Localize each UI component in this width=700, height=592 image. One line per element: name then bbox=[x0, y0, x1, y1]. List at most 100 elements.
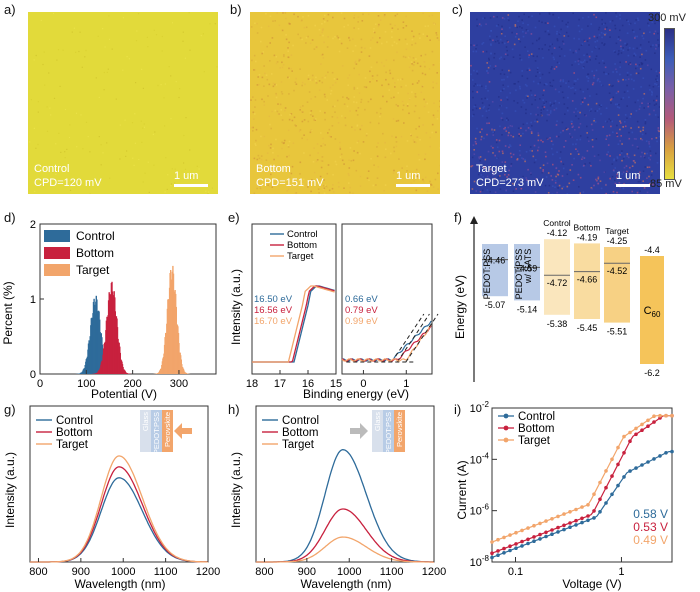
map-pixel bbox=[82, 148, 84, 150]
map-pixel bbox=[522, 123, 525, 126]
map-pixel bbox=[632, 47, 635, 50]
map-pixel bbox=[622, 78, 624, 81]
legend-marker bbox=[503, 413, 509, 419]
map-pixel bbox=[517, 181, 519, 183]
map-pixel bbox=[486, 122, 488, 125]
map-pixel bbox=[553, 47, 556, 49]
map-pixel bbox=[601, 23, 604, 25]
map-pixel bbox=[540, 112, 542, 114]
map-pixel bbox=[500, 56, 502, 59]
map-pixel bbox=[612, 96, 615, 99]
map-pixel bbox=[339, 146, 341, 149]
map-pixel bbox=[268, 83, 271, 86]
map-pixel bbox=[261, 98, 263, 101]
map-pixel bbox=[499, 73, 502, 75]
map-pixel bbox=[332, 173, 334, 176]
map-pixel bbox=[565, 127, 568, 130]
map-pixel bbox=[288, 118, 291, 121]
map-pixel bbox=[644, 121, 647, 123]
map-pixel bbox=[583, 59, 586, 62]
map-pixel bbox=[562, 96, 565, 99]
map-pixel bbox=[614, 51, 616, 53]
map-pixel bbox=[586, 53, 588, 56]
map-pixel bbox=[353, 27, 355, 29]
map-pixel bbox=[354, 60, 357, 63]
map-pixel bbox=[284, 109, 286, 112]
map-pixel bbox=[379, 115, 381, 118]
map-pixel bbox=[372, 184, 375, 187]
map-pixel bbox=[396, 51, 398, 54]
panel-label-c: c) bbox=[452, 2, 463, 17]
map-pixel bbox=[618, 107, 621, 109]
iv-data-point bbox=[520, 539, 524, 544]
map-pixel bbox=[523, 13, 525, 16]
map-pixel bbox=[308, 91, 311, 93]
map-pixel bbox=[483, 166, 485, 169]
map-pixel bbox=[577, 63, 580, 65]
map-pixel bbox=[476, 18, 478, 21]
map-texture bbox=[470, 12, 660, 194]
map-pixel bbox=[546, 109, 549, 112]
map-pixel bbox=[628, 96, 630, 99]
map-pixel bbox=[630, 113, 632, 115]
map-pixel bbox=[402, 104, 405, 107]
map-pixel bbox=[554, 182, 557, 184]
map-pixel bbox=[332, 184, 334, 186]
inset-layer-label: Glass bbox=[373, 412, 382, 431]
map-pixel bbox=[498, 108, 500, 111]
map-pixel bbox=[412, 139, 415, 141]
map-pixel bbox=[341, 65, 344, 67]
legend-swatch bbox=[44, 247, 70, 259]
map-pixel bbox=[561, 91, 564, 93]
map-pixel bbox=[470, 165, 472, 168]
map-pixel bbox=[390, 97, 393, 99]
map-pixel bbox=[563, 43, 565, 45]
map-pixel bbox=[564, 140, 567, 142]
map-pixel bbox=[263, 104, 266, 106]
map-pixel bbox=[566, 173, 569, 176]
map-pixel bbox=[69, 124, 71, 126]
map-pixel bbox=[516, 183, 518, 186]
map-pixel bbox=[254, 113, 256, 115]
map-pixel bbox=[332, 191, 335, 193]
map-pixel bbox=[614, 182, 617, 185]
kpfm-map-bottom: Bottom CPD=151 mV 1 um bbox=[250, 12, 440, 194]
map-pixel bbox=[567, 109, 569, 112]
map-pixel bbox=[313, 118, 315, 120]
map-pixel bbox=[331, 71, 334, 74]
map-pixel bbox=[572, 86, 574, 89]
map-pixel bbox=[60, 151, 62, 153]
map-pixel bbox=[424, 65, 426, 68]
fermi-level-value: -4.52 bbox=[607, 266, 628, 276]
map-pixel bbox=[411, 44, 413, 46]
map-pixel bbox=[588, 44, 590, 46]
map-pixel bbox=[75, 112, 78, 114]
map-pixel bbox=[295, 192, 298, 194]
layer-name: PEDOT:PSS bbox=[514, 249, 524, 300]
map-pixel bbox=[286, 190, 288, 192]
map-pixel bbox=[260, 40, 262, 43]
map-pixel bbox=[332, 37, 334, 40]
map-pixel bbox=[273, 54, 276, 57]
map-pixel bbox=[269, 42, 271, 44]
map-pixel bbox=[287, 188, 290, 191]
map-pixel bbox=[324, 184, 327, 186]
map-pixel bbox=[382, 132, 384, 135]
map-pixel bbox=[299, 173, 301, 175]
map-pixel bbox=[609, 20, 612, 23]
map-pixel bbox=[501, 161, 504, 163]
map-pixel bbox=[276, 110, 279, 113]
map-pixel bbox=[578, 126, 580, 129]
map-pixel bbox=[641, 62, 644, 65]
iv-data-point bbox=[556, 514, 560, 519]
map-pixel bbox=[301, 38, 303, 41]
map-pixel bbox=[40, 19, 42, 21]
map-pixel bbox=[630, 78, 633, 81]
map-pixel bbox=[519, 144, 521, 146]
map-pixel bbox=[472, 79, 474, 81]
map-pixel bbox=[106, 71, 108, 73]
map-pixel bbox=[385, 59, 388, 61]
map-pixel bbox=[604, 33, 606, 36]
map-pixel bbox=[272, 147, 274, 150]
layer-name: C60 bbox=[644, 305, 661, 319]
